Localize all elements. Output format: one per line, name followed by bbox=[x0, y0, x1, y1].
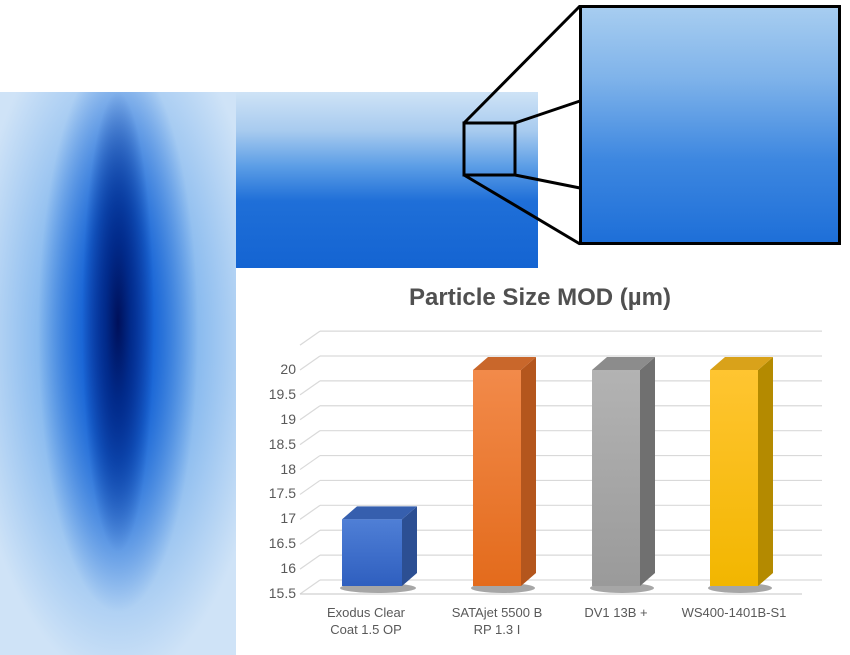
bar-3 bbox=[710, 357, 773, 586]
bar-1 bbox=[473, 357, 536, 586]
x-category-label-line: RP 1.3 I bbox=[473, 622, 521, 637]
x-category-label-line: DV1 13B + bbox=[584, 605, 648, 620]
bar-0 bbox=[342, 506, 417, 586]
x-category-label: DV1 13B + bbox=[556, 604, 676, 621]
magnifier-box bbox=[462, 121, 517, 177]
y-tick-label: 18 bbox=[280, 460, 296, 477]
spray-pattern-vertical-image bbox=[0, 92, 236, 655]
x-category-label-line: Exodus Clear bbox=[326, 605, 406, 620]
x-category-label: WS400-1401B-S1 bbox=[674, 604, 794, 621]
chart-title: Particle Size MOD (µm) bbox=[409, 284, 671, 311]
magnified-inset-image bbox=[579, 5, 841, 245]
y-tick-label: 18.5 bbox=[268, 435, 296, 452]
y-tick-label: 19.5 bbox=[268, 385, 296, 402]
y-tick-label: 17.5 bbox=[268, 485, 296, 502]
bar-2 bbox=[592, 357, 655, 586]
chart-bars bbox=[340, 357, 773, 593]
y-tick-label: 19 bbox=[280, 410, 296, 427]
y-tick-label: 16.5 bbox=[268, 535, 296, 552]
x-category-label-line: Coat 1.5 OP bbox=[330, 622, 402, 637]
y-tick-label: 16 bbox=[280, 560, 296, 577]
spray-pattern-band-image bbox=[236, 92, 538, 268]
x-category-label-line: WS400-1401B-S1 bbox=[681, 605, 787, 620]
y-tick-label: 17 bbox=[280, 510, 296, 527]
y-tick-label: 15.5 bbox=[268, 585, 296, 601]
y-tick-label: 20 bbox=[280, 361, 296, 377]
x-category-label: SATAjet 5500 B RP 1.3 I bbox=[437, 604, 557, 638]
x-category-label-line: SATAjet 5500 B bbox=[451, 605, 543, 620]
x-category-label: Exodus Clear Coat 1.5 OP bbox=[306, 604, 426, 638]
